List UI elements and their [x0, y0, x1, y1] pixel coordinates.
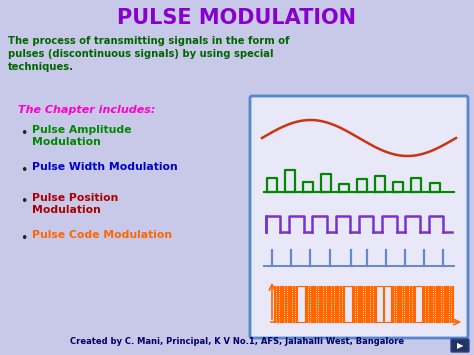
Bar [399, 286, 407, 322]
Bar [407, 286, 414, 322]
Bar [438, 286, 446, 322]
Bar [415, 286, 422, 322]
Bar [329, 286, 336, 322]
FancyBboxPatch shape [451, 339, 469, 352]
Text: ▶: ▶ [457, 342, 463, 350]
Bar [345, 286, 352, 322]
Text: Pulse Position
Modulation: Pulse Position Modulation [32, 193, 118, 215]
Bar [430, 286, 438, 322]
Text: Pulse Amplitude
Modulation: Pulse Amplitude Modulation [32, 125, 131, 147]
Text: PULSE MODULATION: PULSE MODULATION [118, 8, 356, 28]
Bar [313, 286, 320, 322]
Text: •: • [20, 195, 27, 208]
Bar [383, 286, 391, 322]
Text: Pulse Code Modulation: Pulse Code Modulation [32, 230, 172, 240]
Text: •: • [20, 164, 27, 177]
Bar [321, 286, 328, 322]
Text: Pulse Width Modulation: Pulse Width Modulation [32, 162, 178, 172]
Bar [446, 286, 454, 322]
Bar [368, 286, 375, 322]
FancyBboxPatch shape [250, 96, 468, 338]
Bar [274, 286, 282, 322]
Text: •: • [20, 127, 27, 140]
Bar [360, 286, 367, 322]
Text: The process of transmitting signals in the form of
pulses (discontinuous signals: The process of transmitting signals in t… [8, 36, 290, 72]
Text: Created by C. Mani, Principal, K V No.1, AFS, Jalahalli West, Bangalore: Created by C. Mani, Principal, K V No.1,… [70, 338, 404, 346]
Bar [423, 286, 430, 322]
Bar [282, 286, 289, 322]
Bar [290, 286, 297, 322]
Bar [352, 286, 360, 322]
Text: •: • [20, 232, 27, 245]
Text: The Chapter includes:: The Chapter includes: [18, 105, 155, 115]
Bar [305, 286, 313, 322]
Bar [337, 286, 344, 322]
Bar [298, 286, 305, 322]
Bar [392, 286, 399, 322]
Bar [376, 286, 383, 322]
